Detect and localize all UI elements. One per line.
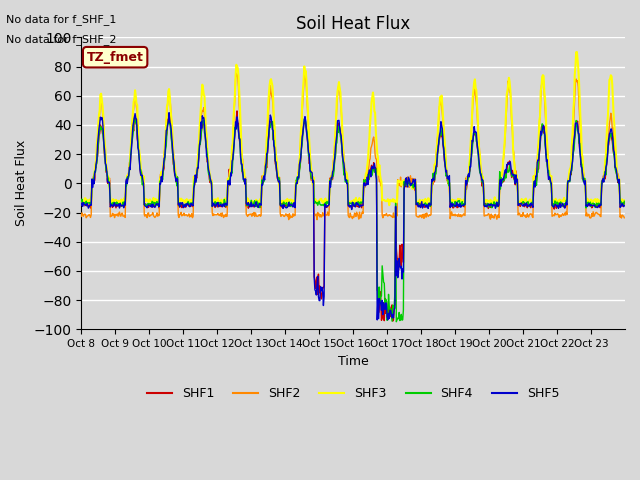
Text: No data for f_SHF_1: No data for f_SHF_1 [6, 14, 116, 25]
Y-axis label: Soil Heat Flux: Soil Heat Flux [15, 140, 28, 227]
Title: Soil Heat Flux: Soil Heat Flux [296, 15, 410, 33]
Text: No data for f_SHF_2: No data for f_SHF_2 [6, 34, 117, 45]
Text: TZ_fmet: TZ_fmet [86, 51, 143, 64]
X-axis label: Time: Time [338, 355, 369, 368]
Legend: SHF1, SHF2, SHF3, SHF4, SHF5: SHF1, SHF2, SHF3, SHF4, SHF5 [142, 382, 564, 405]
